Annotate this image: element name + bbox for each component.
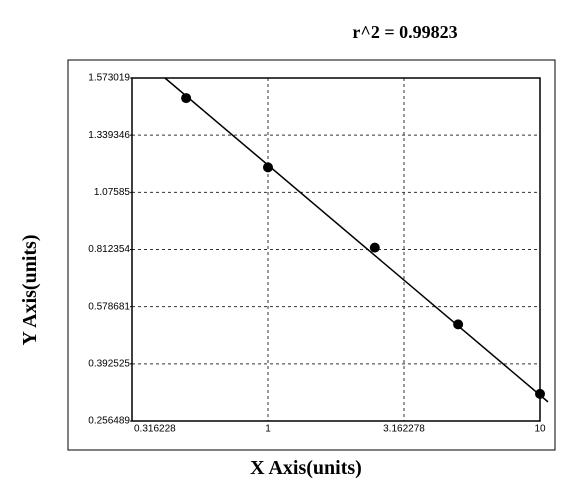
data-point [535, 388, 545, 399]
y-tick-label: 1.07585 [94, 187, 131, 198]
y-tick-label: 0.812354 [88, 244, 130, 255]
x-tick-label: 1 [265, 424, 271, 435]
data-point [453, 319, 464, 330]
x-tick-label: 10 [534, 424, 546, 435]
y-tick-label: 0.578681 [88, 301, 130, 312]
x-axis-label: X Axis(units) [250, 457, 362, 479]
y-tick-label: 1.573019 [88, 73, 130, 84]
y-tick-label: 0.392525 [88, 358, 130, 369]
plot-area [131, 77, 541, 422]
data-point [369, 242, 380, 253]
fit-line [164, 77, 549, 403]
y-axis-label: Y Axis(units) [19, 235, 41, 346]
y-tick-label: 0.256489 [88, 416, 130, 427]
data-point [262, 162, 273, 173]
data-point [181, 93, 192, 104]
x-tick-label: 3.162278 [383, 424, 425, 435]
x-tick-label: 0.316228 [134, 424, 176, 435]
y-tick-label: 1.339346 [88, 130, 130, 141]
frame [67, 59, 556, 451]
annotation: r^2 = 0.99823 [352, 22, 457, 42]
